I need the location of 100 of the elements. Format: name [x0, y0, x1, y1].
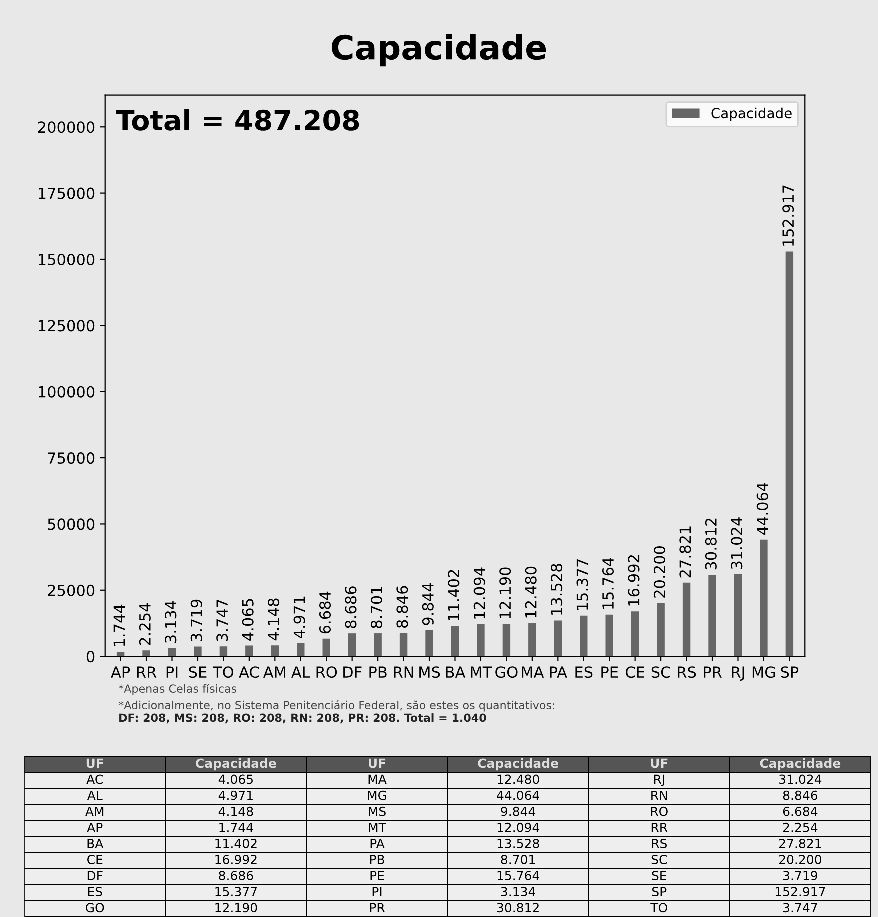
category-label: ES: [88, 887, 102, 897]
y-tick-label: 75000: [48, 452, 95, 464]
text: 3.719: [784, 871, 818, 881]
data-label: 13.528: [551, 564, 563, 615]
data-label: 12.094: [474, 568, 486, 619]
x-tick-label: RO: [316, 666, 338, 678]
text: 4.971: [218, 790, 253, 800]
y-tick-label: 0: [86, 651, 95, 663]
category-label: PR: [370, 903, 385, 912]
text: 12.094: [498, 822, 540, 832]
text: 8.686: [219, 871, 254, 881]
x-tick-label: TO: [212, 666, 234, 678]
category-label: MG: [368, 790, 386, 800]
text: 12.190: [216, 903, 258, 913]
text: 16.992: [216, 855, 257, 864]
data-label: 8.701: [370, 587, 382, 628]
annotation: Total = 487.208: [116, 109, 360, 131]
data-label: 44.064: [756, 483, 768, 536]
x-tick-label: BA: [446, 666, 466, 678]
x-tick-label: AL: [292, 666, 310, 678]
data-label: 11.402: [448, 570, 460, 621]
y-tick-label: 150000: [38, 254, 95, 266]
x-tick-label: RN: [394, 666, 414, 678]
data-label: 4.065: [242, 599, 254, 641]
category-label: AM: [86, 807, 104, 816]
category-label: BA: [88, 839, 104, 848]
category-label: SP: [652, 887, 667, 897]
category-label: SE: [652, 871, 666, 881]
x-tick-label: SE: [189, 666, 207, 678]
data-label: 12.190: [500, 568, 512, 618]
x-tick-label: RR: [137, 666, 157, 678]
data-label: 20.200: [654, 546, 666, 598]
data-label: 3.719: [190, 600, 202, 642]
text: 31.024: [780, 774, 822, 784]
data-label: 12.480: [525, 566, 537, 618]
text: 15.377: [216, 887, 257, 897]
text: *Adicionalmente, no Sistema Penitenciário Federal, são estes os quantitativos:: [118, 700, 554, 712]
category-label: AL: [87, 790, 103, 800]
category-label: PB: [370, 855, 384, 864]
x-tick-label: AP: [111, 666, 130, 678]
x-tick-label: ES: [576, 666, 593, 678]
x-tick-label: RS: [678, 666, 696, 678]
text: 4.148: [218, 806, 254, 816]
text: 6.684: [783, 806, 818, 816]
text: 11.402: [216, 838, 257, 848]
x-tick-label: MS: [420, 666, 440, 678]
category-label: PI: [372, 887, 382, 896]
x-tick-label: MG: [752, 666, 776, 678]
data-label: 6.684: [319, 592, 332, 634]
text: 1.744: [220, 823, 254, 832]
data-label: 8.686: [345, 586, 357, 628]
category-label: RS: [652, 838, 667, 848]
text: UF: [651, 758, 668, 768]
x-tick-label: PE: [602, 666, 618, 678]
category-label: PE: [370, 871, 384, 880]
category-label: SC: [652, 855, 668, 864]
x-tick-label: AM: [263, 666, 286, 678]
x-tick-label: AC: [239, 666, 260, 678]
data-label: 31.024: [731, 518, 743, 570]
text: 44.064: [497, 790, 540, 800]
text: 3.747: [784, 903, 818, 913]
y-tick-label: 100000: [38, 386, 95, 398]
category-label: RR: [652, 823, 668, 832]
text: 15.764: [498, 871, 540, 881]
category-label: AP: [87, 823, 103, 832]
category-label: CE: [88, 855, 103, 864]
x-tick-label: CE: [626, 666, 645, 678]
data-label: 2.254: [139, 604, 151, 646]
category-label: AC: [86, 774, 103, 784]
x-tick-label: PR: [704, 666, 722, 678]
x-tick-label: PA: [550, 666, 568, 678]
text: 8.701: [501, 855, 536, 864]
data-label: 16.992: [628, 555, 640, 606]
category-label: MT: [369, 823, 386, 832]
data-label: 4.148: [268, 598, 280, 641]
data-label: 8.846: [396, 586, 408, 628]
category-label: MS: [369, 806, 386, 816]
data-label: 9.844: [422, 583, 434, 626]
category-label: PA: [370, 839, 385, 848]
data-label: 3.747: [216, 600, 228, 642]
text: 8.846: [783, 790, 818, 800]
y-tick-label: 125000: [38, 320, 95, 332]
data-label: 4.971: [294, 596, 306, 638]
category-label: MA: [368, 774, 387, 784]
category-label: RO: [651, 806, 668, 816]
text: Capacidade: [760, 758, 841, 771]
text: UF: [369, 758, 386, 768]
category-label: RJ: [654, 774, 664, 787]
data-label: 3.134: [165, 601, 177, 643]
x-tick-label: PB: [370, 666, 387, 678]
x-tick-label: MT: [471, 666, 492, 678]
y-tick-label: 200000: [38, 122, 95, 134]
text: 9.844: [501, 806, 536, 816]
category-label: TO: [650, 903, 668, 913]
x-tick-label: PI: [166, 666, 178, 678]
text: 2.254: [783, 822, 818, 832]
x-tick-label: SC: [652, 666, 670, 678]
text: Capacidade: [478, 758, 558, 771]
legend-label: Capacidade: [712, 108, 792, 122]
y-tick-label: 175000: [38, 188, 95, 200]
